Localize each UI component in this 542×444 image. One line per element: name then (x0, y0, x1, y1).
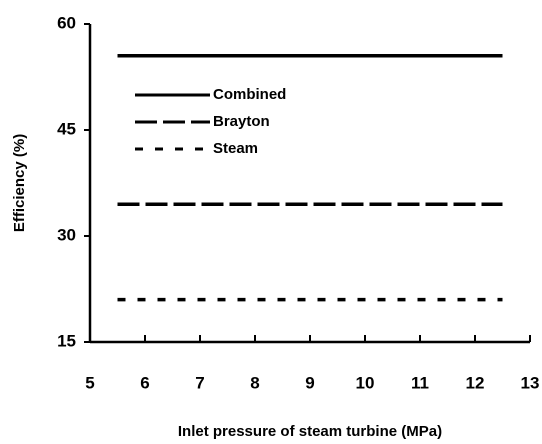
legend-label: Brayton (213, 113, 270, 130)
x-tick-label: 5 (85, 373, 94, 392)
y-tick-label: 30 (57, 225, 76, 244)
legend-label: Steam (213, 140, 258, 157)
x-tick-label: 10 (356, 373, 375, 392)
x-tick-label: 12 (466, 373, 485, 392)
x-tick-label: 13 (521, 373, 540, 392)
y-tick-label: 45 (57, 119, 76, 138)
x-tick-label: 11 (411, 373, 429, 392)
legend-label: Combined (213, 86, 286, 103)
x-tick-label: 7 (195, 373, 204, 392)
x-tick-label: 6 (140, 373, 149, 392)
y-axis-label: Efficiency (%) (11, 134, 28, 232)
x-axis-label: Inlet pressure of steam turbine (MPa) (178, 423, 442, 440)
y-tick-label: 15 (57, 331, 76, 350)
y-tick-label: 60 (57, 13, 76, 32)
x-tick-label: 8 (250, 373, 259, 392)
x-tick-label: 9 (305, 373, 314, 392)
